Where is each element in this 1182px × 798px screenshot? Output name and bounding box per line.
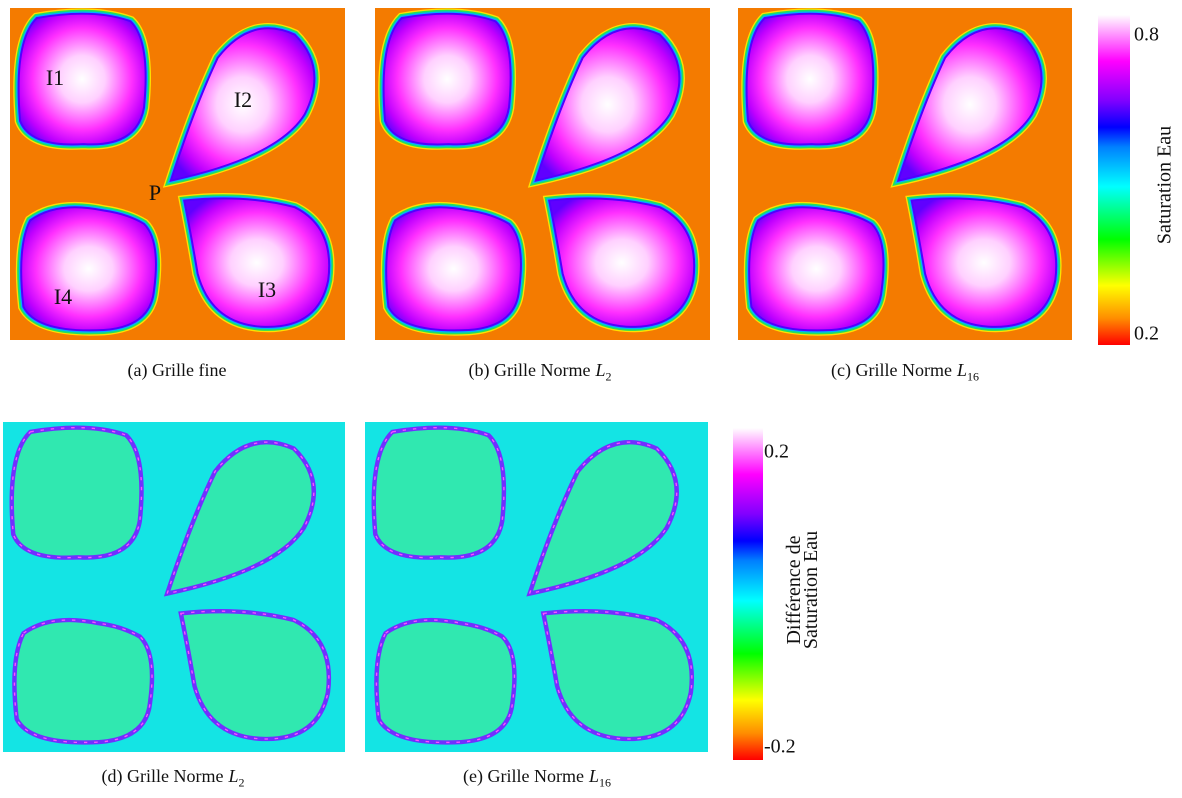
blob: [385, 206, 522, 332]
colorbar-tick: 0.8: [1134, 23, 1159, 46]
blob: [748, 206, 885, 332]
colorbar-tick: 0.2: [1134, 322, 1159, 345]
caption-text: (d) Grille Norme: [101, 766, 224, 786]
caption-math: L: [956, 360, 967, 380]
blob: [17, 12, 147, 146]
caption-text: (a) Grille fine: [127, 360, 227, 380]
colorbar-title: Différence de Saturation Eau: [783, 530, 822, 650]
blob: [547, 197, 696, 328]
panel-e: [365, 422, 708, 752]
blob: [745, 12, 875, 146]
blob: [371, 425, 507, 560]
blob: [896, 27, 1043, 182]
caption-text: (c) Grille Norme: [831, 360, 952, 380]
blob: [910, 197, 1058, 328]
blob-edge: [166, 441, 315, 595]
panel-c: [738, 8, 1072, 340]
blob-edge: [11, 427, 143, 559]
panel-a: [10, 8, 345, 340]
annotation: I1: [45, 65, 65, 90]
colorbar-tick: 0.2: [764, 440, 789, 463]
blob: [534, 27, 681, 182]
annotation: I2: [233, 87, 253, 112]
colorbar-title-line: Saturation Eau: [800, 530, 822, 650]
caption: (a) Grille fine: [128, 360, 227, 381]
colorbar: [733, 428, 763, 760]
caption: (b) Grille Norme L2: [469, 360, 612, 385]
caption-math: L: [588, 766, 599, 786]
blob: [20, 206, 157, 332]
blob-edge: [373, 427, 505, 559]
blob: [382, 12, 512, 146]
blob-edge: [180, 610, 330, 740]
colorbar-tick: -0.2: [764, 735, 796, 758]
caption-text: (e) Grille Norme: [463, 766, 584, 786]
caption: (e) Grille Norme L16: [463, 766, 611, 791]
panel-b: [375, 8, 710, 340]
caption-sub: 16: [598, 775, 611, 790]
panel-d: [3, 422, 345, 752]
blob: [374, 617, 517, 745]
caption-text: (b) Grille Norme: [468, 360, 591, 380]
caption-math: L: [228, 766, 239, 786]
caption-sub: 2: [605, 369, 612, 384]
blob-edge: [542, 610, 693, 740]
caption: (d) Grille Norme L2: [102, 766, 245, 791]
blob: [12, 617, 155, 745]
annotation: I4: [53, 284, 73, 309]
blob-edge: [375, 619, 516, 744]
blob: [182, 197, 331, 328]
annotation: I3: [257, 277, 277, 302]
caption: (c) Grille Norme L16: [831, 360, 979, 385]
blob-edge: [13, 619, 153, 744]
colorbar: [1098, 15, 1130, 345]
blob: [169, 27, 316, 182]
annotation: P: [148, 180, 162, 205]
caption-sub: 16: [966, 369, 979, 384]
colorbar-title: Saturation Eau: [1153, 125, 1176, 245]
blob-edge: [528, 441, 678, 595]
caption-math: L: [595, 360, 606, 380]
caption-sub: 2: [238, 775, 245, 790]
blob: [9, 425, 144, 560]
